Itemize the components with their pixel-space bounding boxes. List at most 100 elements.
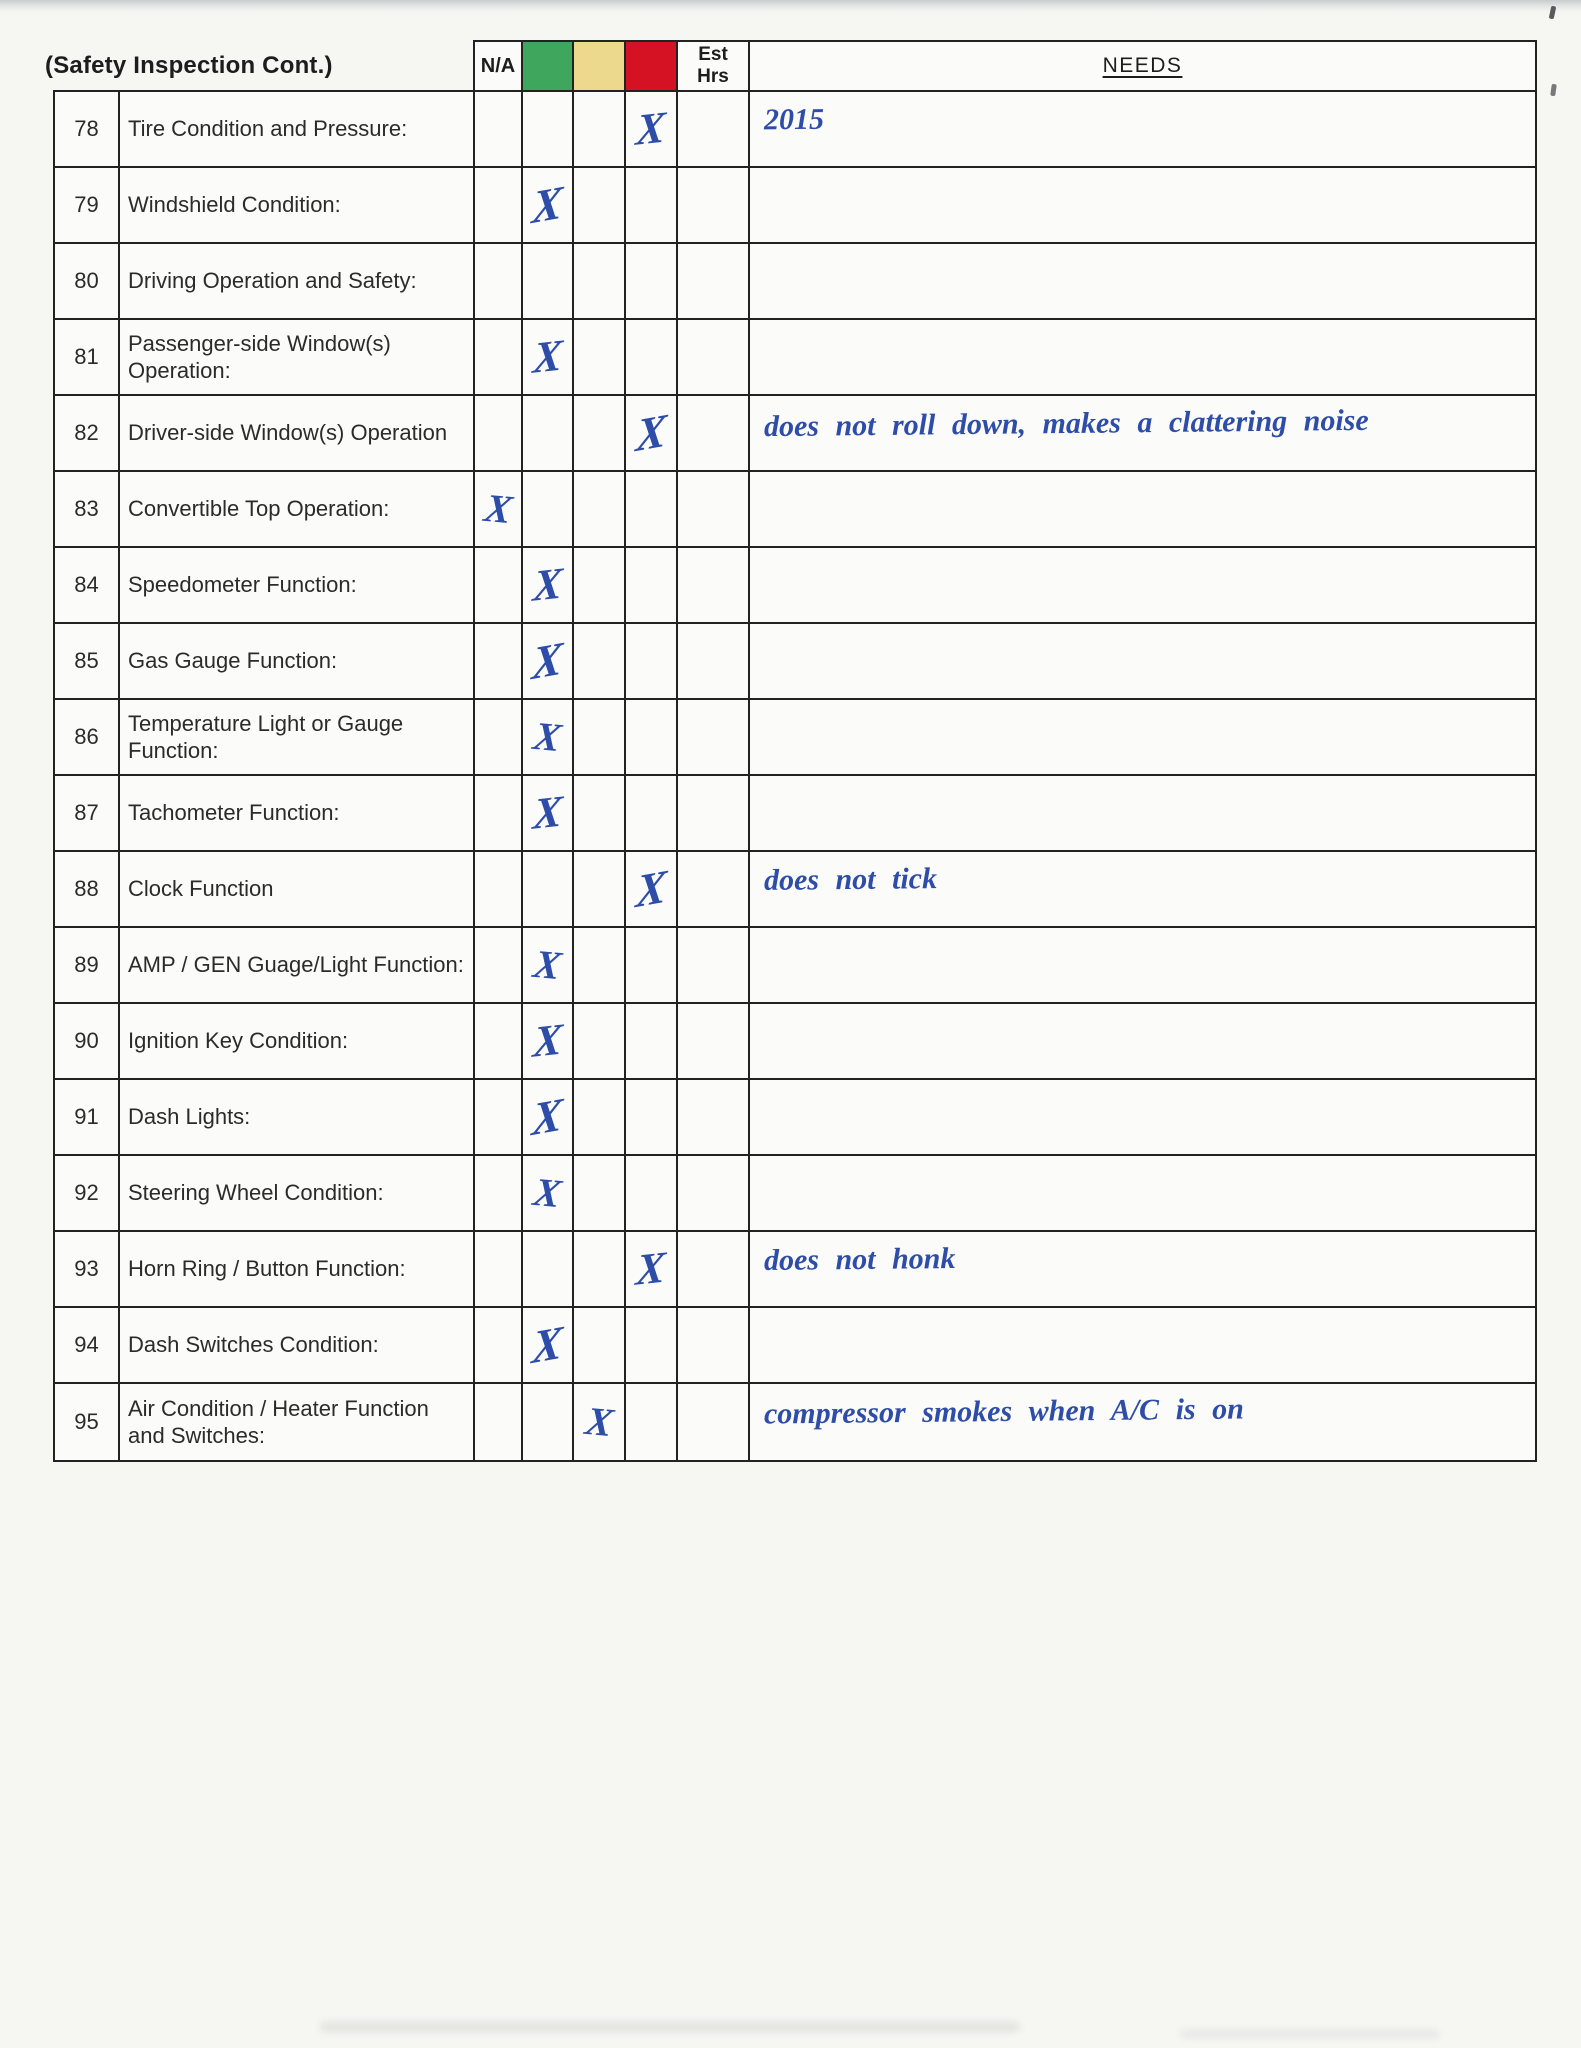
handwritten-x: X [634, 102, 668, 155]
scan-smudge [320, 2022, 1020, 2032]
green-mark-cell: X [523, 776, 574, 850]
green-mark-cell [523, 92, 574, 166]
na-mark-cell [475, 396, 523, 470]
yellow-mark-cell [574, 700, 626, 774]
row-number-cell: 93 [55, 1232, 120, 1306]
needs-cell: 2015 [750, 92, 1535, 166]
row-number-cell: 85 [55, 624, 120, 698]
green-mark-cell: X [523, 1080, 574, 1154]
handwritten-x: X [530, 1169, 565, 1216]
est-hrs-cell [678, 1156, 750, 1230]
handwritten-note: does not roll down, makes a clattering n… [763, 403, 1369, 444]
est-hrs-cell [678, 1004, 750, 1078]
needs-cell [750, 548, 1535, 622]
na-mark-cell [475, 1004, 523, 1078]
handwritten-x: X [530, 1087, 565, 1146]
na-mark-cell: X [475, 472, 523, 546]
table-row: 78 Tire Condition and Pressure: X 2015 [55, 92, 1535, 168]
yellow-mark-cell [574, 1080, 626, 1154]
item-label-cell: Convertible Top Operation: [120, 472, 475, 546]
row-number-cell: 82 [55, 396, 120, 470]
needs-cell: does not roll down, makes a clattering n… [750, 396, 1535, 470]
green-mark-cell: X [523, 624, 574, 698]
est-hrs-cell [678, 624, 750, 698]
na-mark-cell [475, 168, 523, 242]
needs-cell [750, 1156, 1535, 1230]
handwritten-note: does not tick [763, 862, 938, 897]
yellow-mark-cell [574, 624, 626, 698]
table-row: 85 Gas Gauge Function: X [55, 624, 1535, 700]
red-mark-cell [626, 928, 678, 1002]
handwritten-x: X [480, 485, 516, 532]
item-label-cell: Temperature Light or Gauge Function: [120, 700, 475, 774]
red-mark-cell [626, 168, 678, 242]
yellow-status-column-header [574, 42, 626, 90]
na-mark-cell [475, 776, 523, 850]
item-label-cell: Passenger-side Window(s) Operation: [120, 320, 475, 394]
green-mark-cell: X [523, 320, 574, 394]
red-mark-cell [626, 548, 678, 622]
est-hrs-column-header: Est Hrs [678, 42, 750, 90]
scan-smudge [1180, 2030, 1440, 2038]
row-number-cell: 90 [55, 1004, 120, 1078]
handwritten-note: compressor smokes when A/C is on [763, 1392, 1244, 1431]
est-hrs-cell [678, 472, 750, 546]
est-hrs-cell [678, 548, 750, 622]
red-mark-cell [626, 1156, 678, 1230]
na-mark-cell [475, 1080, 523, 1154]
table-row: 84 Speedometer Function: X [55, 548, 1535, 624]
na-mark-cell [475, 1308, 523, 1382]
scan-speck [1548, 5, 1557, 20]
item-label-cell: Clock Function [120, 852, 475, 926]
yellow-mark-cell [574, 472, 626, 546]
item-label-cell: Ignition Key Condition: [120, 1004, 475, 1078]
yellow-mark-cell [574, 92, 626, 166]
green-status-column-header [523, 42, 574, 90]
row-number-cell: 83 [55, 472, 120, 546]
handwritten-x: X [531, 330, 564, 383]
item-label-cell: Speedometer Function: [120, 548, 475, 622]
est-hrs-cell [678, 1384, 750, 1460]
row-number-cell: 87 [55, 776, 120, 850]
na-mark-cell [475, 624, 523, 698]
table-row: 91 Dash Lights: X [55, 1080, 1535, 1156]
needs-column-label: NEEDS [1102, 54, 1183, 77]
yellow-mark-cell [574, 396, 626, 470]
na-mark-cell [475, 1156, 523, 1230]
needs-cell [750, 1308, 1535, 1382]
est-hrs-cell [678, 1308, 750, 1382]
item-label-cell: Horn Ring / Button Function: [120, 1232, 475, 1306]
red-mark-cell [626, 776, 678, 850]
red-mark-cell [626, 700, 678, 774]
item-label-cell: Tachometer Function: [120, 776, 475, 850]
handwritten-x: X [634, 1242, 668, 1295]
red-mark-cell [626, 1004, 678, 1078]
handwritten-x: X [530, 941, 565, 988]
handwritten-note: 2015 [763, 102, 825, 137]
table-row: 79 Windshield Condition: X [55, 168, 1535, 244]
table-row: 82 Driver-side Window(s) Operation X doe… [55, 396, 1535, 472]
table-row: 95 Air Condition / Heater Function and S… [55, 1384, 1535, 1460]
green-mark-cell: X [523, 928, 574, 1002]
green-mark-cell: X [523, 1004, 574, 1078]
est-hrs-line2: Hrs [697, 66, 729, 87]
na-column-header: N/A [475, 42, 523, 90]
est-hrs-cell [678, 92, 750, 166]
handwritten-x: X [531, 786, 564, 839]
handwritten-x: X [634, 859, 668, 918]
item-label-cell: Windshield Condition: [120, 168, 475, 242]
na-mark-cell [475, 852, 523, 926]
na-mark-cell [475, 320, 523, 394]
needs-cell [750, 1004, 1535, 1078]
needs-cell: does not tick [750, 852, 1535, 926]
needs-cell [750, 700, 1535, 774]
needs-column-header: NEEDS [750, 42, 1535, 90]
item-label-cell: Air Condition / Heater Function and Swit… [120, 1384, 475, 1460]
yellow-mark-cell [574, 1232, 626, 1306]
row-number-cell: 94 [55, 1308, 120, 1382]
needs-cell: does not honk [750, 1232, 1535, 1306]
handwritten-x: X [530, 713, 565, 760]
table-row: 94 Dash Switches Condition: X [55, 1308, 1535, 1384]
row-number-cell: 86 [55, 700, 120, 774]
red-status-column-header [626, 42, 678, 90]
